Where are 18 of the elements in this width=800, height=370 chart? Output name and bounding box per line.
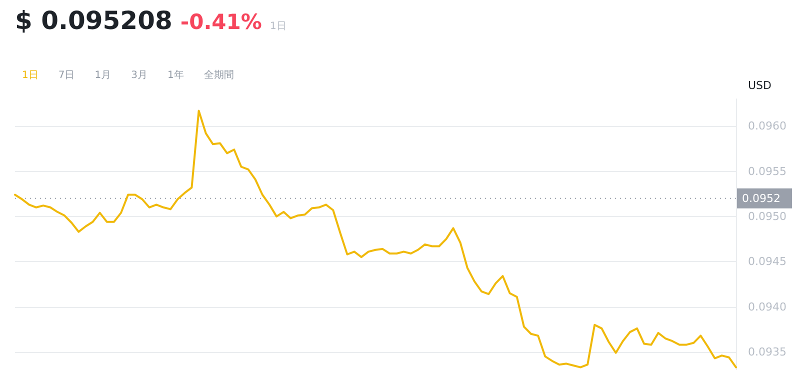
- chart-subtitle: -0.41%: [180, 10, 262, 34]
- y-axis-title: USD: [748, 79, 772, 92]
- text: 1日: [270, 20, 286, 33]
- text: 1年: [168, 69, 184, 82]
- text: 3月: [131, 69, 148, 82]
- text: 1月: [94, 69, 112, 82]
- y-tick-label: 0.0935: [748, 345, 786, 358]
- text: 7日: [58, 69, 75, 82]
- y-tick-label: 0.0940: [748, 300, 786, 314]
- y-tick-label: 0.0950: [748, 210, 786, 223]
- y-tick-label: 0.0945: [748, 255, 786, 268]
- ref-line-label: 0.0952: [742, 192, 780, 205]
- chart-title: $ 0.095208: [15, 6, 172, 35]
- y-tick-label: 0.0955: [748, 164, 786, 178]
- line-series: [14, 110, 737, 368]
- y-tick-label: 0.0960: [748, 120, 786, 133]
- text: 1日: [22, 69, 38, 82]
- text: 全期間: [204, 68, 234, 82]
